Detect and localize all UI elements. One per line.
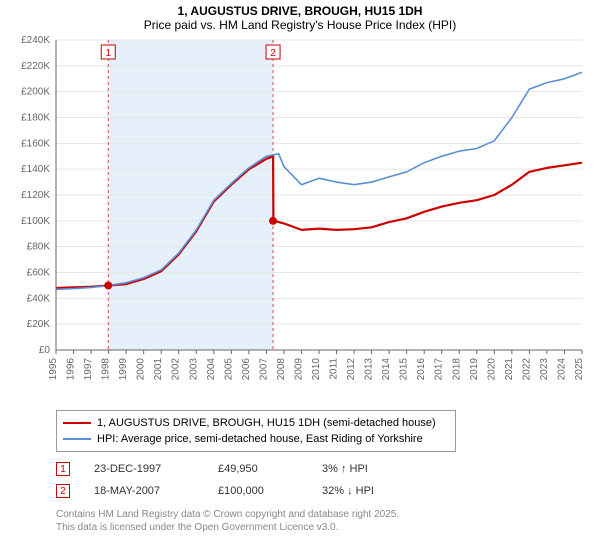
- annotation-date: 23-DEC-1997: [94, 463, 194, 475]
- svg-text:£60K: £60K: [27, 268, 51, 279]
- legend-swatch: [63, 438, 91, 440]
- svg-text:2014: 2014: [381, 358, 392, 381]
- svg-text:£80K: £80K: [27, 242, 51, 253]
- svg-text:2002: 2002: [171, 358, 182, 381]
- svg-text:2020: 2020: [486, 358, 497, 381]
- chart-area: £0 £20K £40K £60K £80K £100K £120K £140K £160K £1…: [0, 34, 600, 404]
- svg-text:£240K: £240K: [21, 35, 50, 46]
- svg-text:2000: 2000: [136, 358, 147, 381]
- footnote: Contains HM Land Registry data © Crown c…: [56, 508, 592, 534]
- annotation-row: 1 23-DEC-1997 £49,950 3% ↑ HPI: [56, 458, 422, 480]
- annotation-marker-1: 1: [56, 462, 70, 476]
- legend-swatch: [63, 422, 91, 424]
- svg-text:2005: 2005: [223, 358, 234, 381]
- svg-text:2010: 2010: [311, 358, 322, 381]
- svg-text:2011: 2011: [329, 358, 340, 380]
- svg-text:2023: 2023: [539, 358, 550, 381]
- svg-text:2003: 2003: [188, 358, 199, 381]
- svg-text:1998: 1998: [101, 358, 112, 381]
- annotation-row: 2 18-MAY-2007 £100,000 32% ↓ HPI: [56, 480, 422, 502]
- chart-title-line2: Price paid vs. HM Land Registry's House …: [0, 18, 600, 32]
- svg-text:2015: 2015: [399, 358, 410, 381]
- annotation-marker-2: 2: [56, 484, 70, 498]
- svg-text:£200K: £200K: [21, 87, 50, 98]
- legend-item-hpi: HPI: Average price, semi-detached house,…: [63, 431, 449, 447]
- svg-text:2006: 2006: [241, 358, 252, 381]
- svg-text:1995: 1995: [48, 358, 59, 381]
- annotation-pct: 3% ↑ HPI: [322, 463, 422, 475]
- svg-text:£220K: £220K: [21, 61, 50, 72]
- svg-text:1: 1: [105, 48, 111, 59]
- footnote-line1: Contains HM Land Registry data © Crown c…: [56, 508, 592, 521]
- annotation-price: £49,950: [218, 463, 298, 475]
- svg-text:2: 2: [270, 48, 276, 59]
- svg-text:£180K: £180K: [21, 113, 50, 124]
- chart-title-line1: 1, AUGUSTUS DRIVE, BROUGH, HU15 1DH: [0, 4, 600, 18]
- svg-text:£160K: £160K: [21, 138, 50, 149]
- svg-text:2022: 2022: [521, 358, 532, 381]
- svg-text:2025: 2025: [574, 358, 585, 381]
- svg-text:2012: 2012: [346, 358, 357, 381]
- svg-text:2013: 2013: [364, 358, 375, 381]
- annotation-date: 18-MAY-2007: [94, 485, 194, 497]
- svg-text:£0: £0: [39, 345, 51, 356]
- legend-label: HPI: Average price, semi-detached house,…: [97, 431, 423, 447]
- svg-text:1999: 1999: [118, 358, 129, 381]
- svg-text:2001: 2001: [153, 358, 164, 381]
- svg-text:2018: 2018: [451, 358, 462, 381]
- legend: 1, AUGUSTUS DRIVE, BROUGH, HU15 1DH (sem…: [56, 410, 456, 452]
- legend-label: 1, AUGUSTUS DRIVE, BROUGH, HU15 1DH (sem…: [97, 415, 436, 431]
- svg-text:2021: 2021: [504, 358, 515, 381]
- svg-text:£140K: £140K: [21, 164, 50, 175]
- svg-text:2004: 2004: [206, 358, 217, 381]
- svg-text:2017: 2017: [434, 358, 445, 381]
- svg-text:2019: 2019: [469, 358, 480, 381]
- svg-text:2009: 2009: [293, 358, 304, 381]
- annotation-pct: 32% ↓ HPI: [322, 485, 422, 497]
- annotation-price: £100,000: [218, 485, 298, 497]
- svg-text:2007: 2007: [258, 358, 269, 381]
- footnote-line2: This data is licensed under the Open Gov…: [56, 521, 592, 534]
- svg-text:£40K: £40K: [27, 293, 51, 304]
- svg-text:2024: 2024: [556, 358, 567, 381]
- line-chart-svg: £0 £20K £40K £60K £80K £100K £120K £140K £160K £1…: [0, 34, 600, 404]
- svg-text:£100K: £100K: [21, 216, 50, 227]
- svg-text:1997: 1997: [83, 358, 94, 381]
- legend-item-price-paid: 1, AUGUSTUS DRIVE, BROUGH, HU15 1DH (sem…: [63, 415, 449, 431]
- svg-text:2016: 2016: [416, 358, 427, 381]
- chart-title-block: 1, AUGUSTUS DRIVE, BROUGH, HU15 1DH Pric…: [0, 0, 600, 32]
- svg-text:£120K: £120K: [21, 190, 50, 201]
- annotation-table: 1 23-DEC-1997 £49,950 3% ↑ HPI 2 18-MAY-…: [56, 458, 422, 502]
- svg-text:1996: 1996: [66, 358, 77, 381]
- svg-text:£20K: £20K: [27, 319, 51, 330]
- svg-text:2008: 2008: [276, 358, 287, 381]
